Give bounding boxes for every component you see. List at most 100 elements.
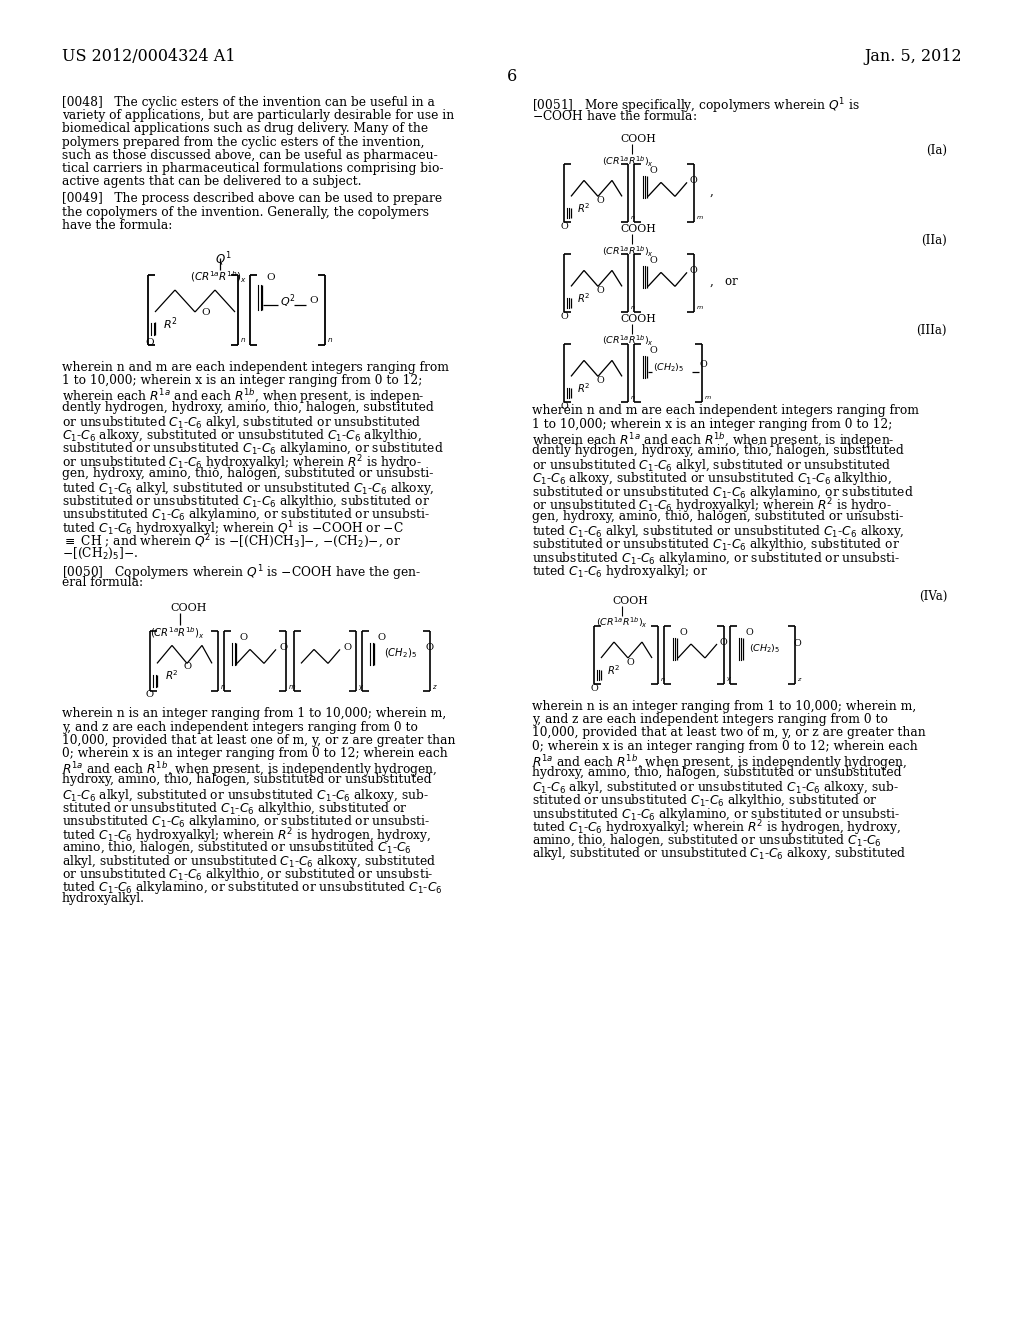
Text: or unsubstituted $C_1$-$C_6$ alkyl, substituted or unsubstituted: or unsubstituted $C_1$-$C_6$ alkyl, subs… [62,413,421,430]
Text: have the formula:: have the formula: [62,219,172,232]
Text: $(CR^{1a}R^{1b})_x$: $(CR^{1a}R^{1b})_x$ [596,616,648,630]
Text: wherein n is an integer ranging from 1 to 10,000; wherein m,: wherein n is an integer ranging from 1 t… [532,700,916,713]
Text: dently hydrogen, hydroxy, amino, thio, halogen, substituted: dently hydrogen, hydroxy, amino, thio, h… [532,444,904,457]
Text: $(CH_2)_5$: $(CH_2)_5$ [749,643,780,655]
Text: unsubstituted $C_1$-$C_6$ alkylamino, or substituted or unsubsti-: unsubstituted $C_1$-$C_6$ alkylamino, or… [62,813,430,830]
Text: (IVa): (IVa) [919,590,947,603]
Text: O: O [626,657,634,667]
Text: ,   or: , or [710,275,737,288]
Text: $_m$: $_m$ [288,682,296,692]
Text: amino, thio, halogen, substituted or unsubstituted $C_1$-$C_6$: amino, thio, halogen, substituted or uns… [532,832,882,849]
Text: O: O [649,346,656,355]
Text: y, and z are each independent integers ranging from 0 to: y, and z are each independent integers r… [532,713,888,726]
Text: O: O [690,176,697,185]
Text: substituted or unsubstituted $C_1$-$C_6$ alkylamino, or substituted: substituted or unsubstituted $C_1$-$C_6$… [532,483,913,500]
Text: O: O [426,643,434,652]
Text: US 2012/0004324 A1: US 2012/0004324 A1 [62,48,236,65]
Text: [0051]   More specifically, copolymers wherein $Q^1$ is: [0051] More specifically, copolymers whe… [532,96,860,116]
Text: O: O [720,638,728,647]
Text: unsubstituted $C_1$-$C_6$ alkylamino, or substituted or unsubsti-: unsubstituted $C_1$-$C_6$ alkylamino, or… [532,549,900,566]
Text: (IIIa): (IIIa) [916,325,947,338]
Text: O: O [377,632,385,642]
Text: gen, hydroxy, amino, thio, halogen, substituted or unsubsti-: gen, hydroxy, amino, thio, halogen, subs… [62,466,433,479]
Text: $_n$: $_n$ [327,337,333,346]
Text: O: O [596,376,604,385]
Text: $(CR^{1a}R^{1b})_x$: $(CR^{1a}R^{1b})_x$ [190,271,247,285]
Text: $(CR^{1a}R^{1b})_x$: $(CR^{1a}R^{1b})_x$ [602,244,654,259]
Text: substituted or unsubstituted $C_1$-$C_6$ alkylthio, substituted or: substituted or unsubstituted $C_1$-$C_6$… [62,492,430,510]
Text: $R^2$: $R^2$ [163,315,177,333]
Text: 10,000, provided that at least two of m, y, or z are greater than: 10,000, provided that at least two of m,… [532,726,926,739]
Text: amino, thio, halogen, substituted or unsubstituted $C_1$-$C_6$: amino, thio, halogen, substituted or uns… [62,840,412,857]
Text: $Q^1$: $Q^1$ [215,249,231,268]
Text: O: O [309,297,317,305]
Text: $_y$: $_y$ [726,675,732,684]
Text: $R^2$: $R^2$ [578,381,591,395]
Text: or unsubstituted $C_1$-$C_6$ hydroxyalkyl; wherein $R^2$ is hydro-: or unsubstituted $C_1$-$C_6$ hydroxyalky… [62,453,422,473]
Text: alkyl, substituted or unsubstituted $C_1$-$C_6$ alkoxy, substituted: alkyl, substituted or unsubstituted $C_1… [62,853,436,870]
Text: substituted or unsubstituted $C_1$-$C_6$ alkylthio, substituted or: substituted or unsubstituted $C_1$-$C_6$… [532,536,900,553]
Text: $R^2$: $R^2$ [165,668,179,682]
Text: COOH: COOH [620,135,655,144]
Text: wherein each $R^{1a}$ and each $R^{1b}$, when present, is indepen-: wherein each $R^{1a}$ and each $R^{1b}$,… [532,430,895,450]
Text: eral formula:: eral formula: [62,577,143,589]
Text: $(CH_2)_5$: $(CH_2)_5$ [384,647,417,660]
Text: $_n$: $_n$ [630,393,636,401]
Text: $_n$: $_n$ [630,302,636,312]
Text: $R^2$: $R^2$ [607,663,621,677]
Text: (Ia): (Ia) [926,144,947,157]
Text: $C_1$-$C_6$ alkyl, substituted or unsubstituted $C_1$-$C_6$ alkoxy, sub-: $C_1$-$C_6$ alkyl, substituted or unsubs… [532,779,899,796]
Text: unsubstituted $C_1$-$C_6$ alkylamino, or substituted or unsubsti-: unsubstituted $C_1$-$C_6$ alkylamino, or… [62,506,430,523]
Text: 1 to 10,000; wherein x is an integer ranging from 0 to 12;: 1 to 10,000; wherein x is an integer ran… [62,374,422,387]
Text: O: O [700,360,708,368]
Text: $R^{1a}$ and each $R^{1b}$, when present, is independently hydrogen,: $R^{1a}$ and each $R^{1b}$, when present… [62,760,437,779]
Text: O: O [279,643,287,652]
Text: $_z$: $_z$ [797,675,803,684]
Text: wherein n and m are each independent integers ranging from: wherein n and m are each independent int… [532,404,919,417]
Text: 1 to 10,000; wherein x is an integer ranging from 0 to 12;: 1 to 10,000; wherein x is an integer ran… [532,417,892,430]
Text: or unsubstituted $C_1$-$C_6$ alkylthio, or substituted or unsubsti-: or unsubstituted $C_1$-$C_6$ alkylthio, … [62,866,433,883]
Text: $(CR^{1a}R^{1b})_x$: $(CR^{1a}R^{1b})_x$ [150,626,205,640]
Text: tical carriers in pharmaceutical formulations comprising bio-: tical carriers in pharmaceutical formula… [62,162,443,176]
Text: O: O [690,265,697,275]
Text: the copolymers of the invention. Generally, the copolymers: the copolymers of the invention. General… [62,206,429,219]
Text: [0048]   The cyclic esters of the invention can be useful in a: [0048] The cyclic esters of the inventio… [62,96,435,110]
Text: wherein n and m are each independent integers ranging from: wherein n and m are each independent int… [62,360,449,374]
Text: O: O [560,313,568,321]
Text: $C_1$-$C_6$ alkoxy, substituted or unsubstituted $C_1$-$C_6$ alkylthio,: $C_1$-$C_6$ alkoxy, substituted or unsub… [532,470,892,487]
Text: O: O [596,286,604,294]
Text: gen, hydroxy, amino, thio, halogen, substituted or unsubsti-: gen, hydroxy, amino, thio, halogen, subs… [532,510,903,523]
Text: COOH: COOH [612,597,648,606]
Text: (IIa): (IIa) [922,235,947,247]
Text: $_n$: $_n$ [660,675,666,684]
Text: O: O [649,256,656,265]
Text: O: O [679,627,687,636]
Text: wherein n is an integer ranging from 1 to 10,000; wherein m,: wherein n is an integer ranging from 1 t… [62,708,446,721]
Text: substituted or unsubstituted $C_1$-$C_6$ alkylamino, or substituted: substituted or unsubstituted $C_1$-$C_6$… [62,440,443,457]
Text: $_y$: $_y$ [358,682,365,692]
Text: hydroxy, amino, thio, halogen, substituted or unsubstituted: hydroxy, amino, thio, halogen, substitut… [532,766,901,779]
Text: O: O [560,222,568,231]
Text: O: O [146,690,154,700]
Text: active agents that can be delivered to a subject.: active agents that can be delivered to a… [62,176,361,189]
Text: $(CR^{1a}R^{1b})_x$: $(CR^{1a}R^{1b})_x$ [602,154,654,169]
Text: ,: , [710,185,714,198]
Text: O: O [266,273,274,282]
Text: unsubstituted $C_1$-$C_6$ alkylamino, or substituted or unsubsti-: unsubstituted $C_1$-$C_6$ alkylamino, or… [532,805,900,822]
Text: $\equiv$ CH ; and wherein $Q^2$ is $-$[(CH)CH$_3$]$-$, $-$(CH$_2$)$-$, or: $\equiv$ CH ; and wherein $Q^2$ is $-$[(… [62,532,401,550]
Text: O: O [560,403,568,412]
Text: 0; wherein x is an integer ranging from 0 to 12; wherein each: 0; wherein x is an integer ranging from … [532,739,918,752]
Text: tuted $C_1$-$C_6$ alkyl, substituted or unsubstituted $C_1$-$C_6$ alkoxy,: tuted $C_1$-$C_6$ alkyl, substituted or … [532,523,904,540]
Text: O: O [145,338,155,347]
Text: O: O [343,643,351,652]
Text: hydroxy, amino, thio, halogen, substituted or unsubstituted: hydroxy, amino, thio, halogen, substitut… [62,774,431,787]
Text: O: O [202,309,210,318]
Text: $R^2$: $R^2$ [578,292,591,305]
Text: $_n$: $_n$ [220,682,226,692]
Text: O: O [793,639,801,648]
Text: tuted $C_1$-$C_6$ hydroxyalkyl; wherein $R^2$ is hydrogen, hydroxy,: tuted $C_1$-$C_6$ hydroxyalkyl; wherein … [532,818,901,838]
Text: $R^2$: $R^2$ [578,202,591,215]
Text: O: O [649,166,656,176]
Text: COOH: COOH [620,224,655,235]
Text: $(CH_2)_5$: $(CH_2)_5$ [653,362,684,374]
